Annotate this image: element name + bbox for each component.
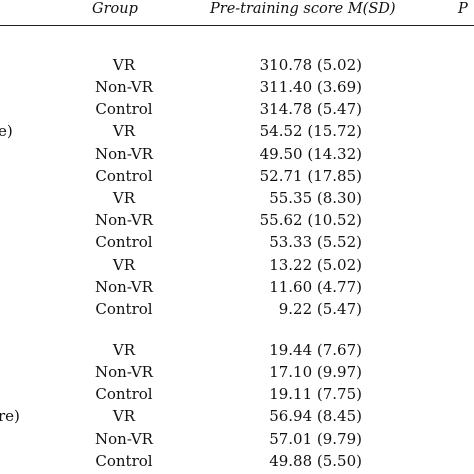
group-cell: VR [112,407,136,425]
table-row: e) VR 54.52 (15.72) [0,122,474,144]
pre-training-score-cell: 314.78 (5.47) [259,100,362,118]
group-cell: Control [95,452,153,470]
pre-training-score-cell: 54.52 (15.72) [259,122,362,140]
pre-training-score-cell: 11.60 (4.77) [269,278,362,296]
pre-training-score-cell: 55.62 (10.52) [259,211,362,229]
pre-training-score-cell: 19.44 (7.67) [269,341,362,359]
group-cell: VR [112,56,136,74]
group-cell: Non-VR [95,278,153,296]
pre-training-score-cell: 19.11 (7.75) [269,385,362,403]
pre-training-score-cell: 311.40 (3.69) [259,78,362,96]
table-row: Control 52.71 (17.85) [0,167,474,189]
pre-training-score-cell: 310.78 (5.02) [259,56,362,74]
table-row: Non-VR 311.40 (3.69) [0,78,474,100]
group-cell: VR [112,256,136,274]
group-cell: Control [95,300,153,318]
measure-label-fragment: e) [0,122,13,140]
table-row: Control 53.33 (5.52) [0,233,474,255]
pre-training-score-cell: 17.10 (9.97) [269,363,362,381]
table-row: VR 310.78 (5.02) [0,56,474,78]
pre-training-score-cell: 49.50 (14.32) [259,145,362,163]
table-row: Non-VR 17.10 (9.97) [0,363,474,385]
measure-label-fragment: re) [0,407,20,425]
group-cell: Non-VR [95,78,153,96]
table-row: Control 19.11 (7.75) [0,385,474,407]
group-cell: VR [112,189,136,207]
table-row: Non-VR 57.01 (9.79) [0,430,474,452]
pre-training-score-cell: 53.33 (5.52) [269,233,362,251]
group-cell: Non-VR [95,430,153,448]
group-cell: Control [95,233,153,251]
header-post-training-score-partial: P [458,1,468,17]
table-row: VR 55.35 (8.30) [0,189,474,211]
group-cell: VR [112,122,136,140]
pre-training-score-cell: 52.71 (17.85) [259,167,362,185]
header-rule [0,25,474,26]
pre-training-score-cell: 57.01 (9.79) [269,430,362,448]
pre-training-score-cell: 9.22 (5.47) [278,300,362,318]
table-row: Control 314.78 (5.47) [0,100,474,122]
pre-training-score-cell: 13.22 (5.02) [269,256,362,274]
table-row: re) VR 56.94 (8.45) [0,407,474,429]
header-group: Group [92,1,138,17]
header-pre-training-score: Pre-training score M(SD) [210,1,396,17]
group-cell: Non-VR [95,211,153,229]
table-row: Non-VR 11.60 (4.77) [0,278,474,300]
group-cell: Control [95,167,153,185]
group-cell: Non-VR [95,145,153,163]
pre-training-score-cell: 49.88 (5.50) [269,452,362,470]
pre-training-score-cell: 55.35 (8.30) [269,189,362,207]
group-cell: Non-VR [95,363,153,381]
group-cell: Control [95,100,153,118]
table-row: VR 19.44 (7.67) [0,341,474,363]
pre-training-score-cell: 56.94 (8.45) [269,407,362,425]
group-cell: Control [95,385,153,403]
table-row: VR 13.22 (5.02) [0,256,474,278]
table-row: Control 49.88 (5.50) [0,452,474,474]
table-row: Non-VR 55.62 (10.52) [0,211,474,233]
table-row: Control 9.22 (5.47) [0,300,474,322]
table-row: Non-VR 49.50 (14.32) [0,145,474,167]
group-cell: VR [112,341,136,359]
